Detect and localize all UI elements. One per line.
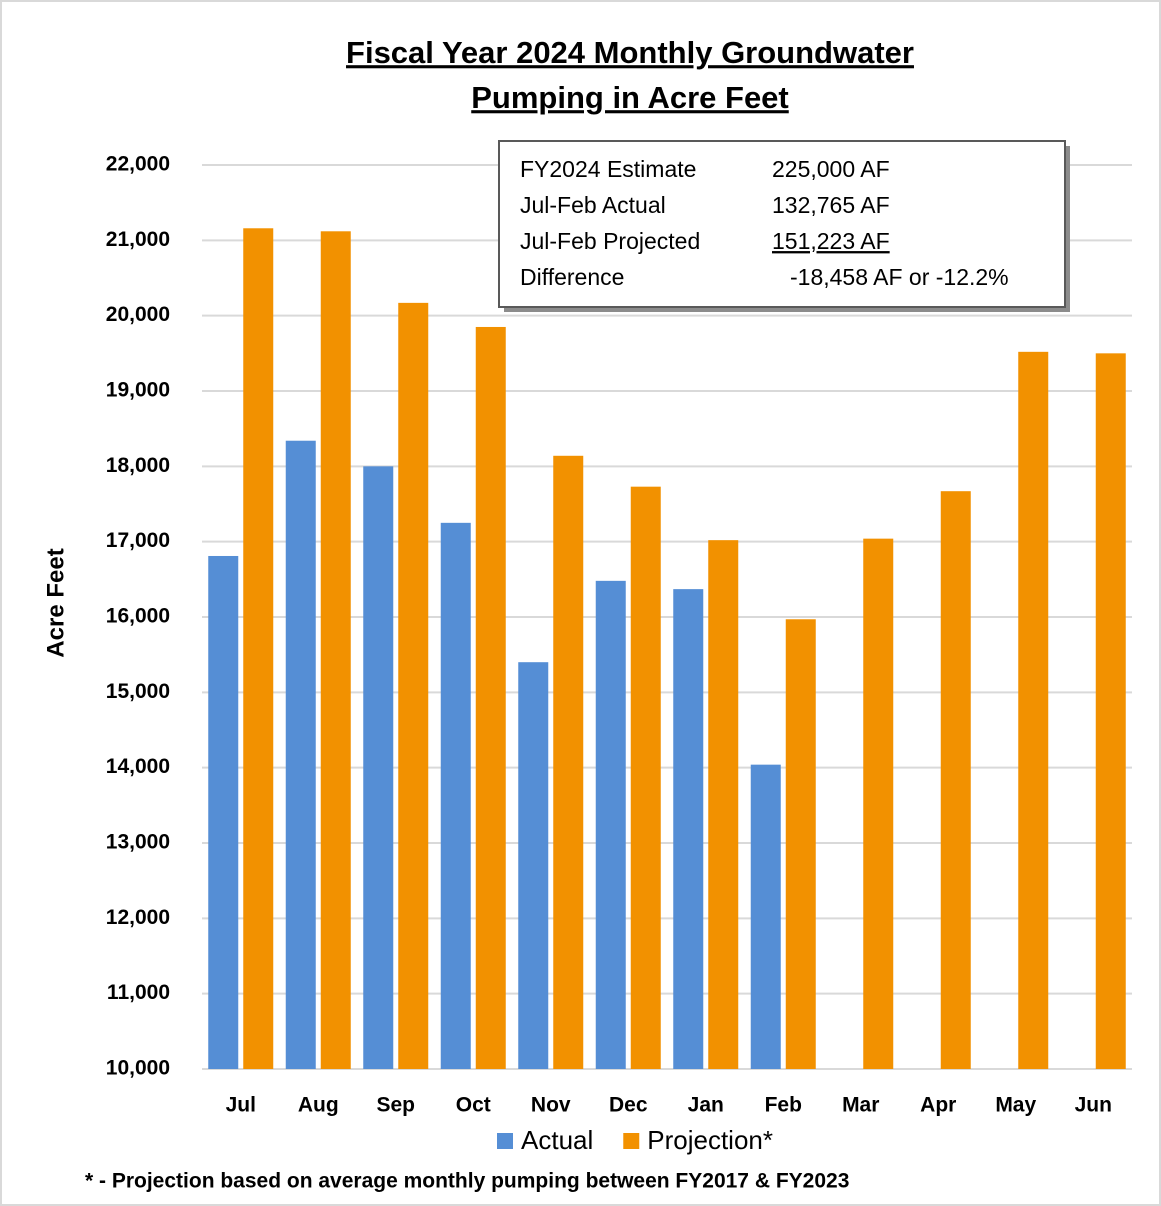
x-tick-label: Dec xyxy=(609,1094,648,1117)
y-axis-label: Acre Feet xyxy=(42,548,69,657)
summary-value: 132,765 AF xyxy=(772,192,890,218)
bar xyxy=(320,231,351,1069)
summary-label: Difference xyxy=(520,264,624,290)
y-tick-label: 13,000 xyxy=(106,831,170,854)
bar xyxy=(673,589,704,1069)
legend-swatch xyxy=(497,1133,513,1149)
bar xyxy=(785,619,816,1069)
x-tick-label: Nov xyxy=(531,1094,571,1117)
bar xyxy=(518,662,549,1069)
bar xyxy=(750,764,781,1069)
bar xyxy=(708,540,739,1069)
x-tick-label: Apr xyxy=(920,1094,956,1117)
y-tick-label: 21,000 xyxy=(106,228,170,251)
y-tick-label: 12,000 xyxy=(106,906,170,929)
footnote: * - Projection based on average monthly … xyxy=(85,1170,849,1193)
x-tick-label: Jun xyxy=(1075,1094,1112,1117)
summary-value: 151,223 AF xyxy=(772,228,890,254)
legend-label: Projection* xyxy=(647,1125,773,1155)
y-tick-label: 10,000 xyxy=(106,1057,170,1080)
summary-label: FY2024 Estimate xyxy=(520,156,696,182)
bar xyxy=(863,538,894,1069)
bar xyxy=(475,326,506,1069)
x-tick-label: Mar xyxy=(842,1094,879,1117)
bar xyxy=(398,302,429,1069)
bar xyxy=(595,580,626,1069)
bar xyxy=(553,455,584,1070)
x-tick-label: Jul xyxy=(226,1094,256,1117)
y-tick-label: 14,000 xyxy=(106,755,170,778)
bar xyxy=(940,491,971,1069)
bar xyxy=(208,555,239,1069)
y-tick-label: 20,000 xyxy=(106,303,170,326)
y-tick-label: 18,000 xyxy=(106,454,170,477)
y-tick-label: 11,000 xyxy=(107,981,170,1004)
bar xyxy=(1095,353,1126,1069)
bar xyxy=(1018,351,1049,1069)
summary-label: Jul-Feb Projected xyxy=(520,228,700,254)
legend-swatch xyxy=(623,1133,640,1149)
x-tick-label: Jan xyxy=(688,1094,724,1117)
x-tick-label: Oct xyxy=(456,1094,491,1117)
chart-title: Fiscal Year 2024 Monthly Groundwater xyxy=(346,35,914,70)
y-tick-label: 17,000 xyxy=(106,529,170,552)
y-tick-label: 16,000 xyxy=(106,605,170,628)
y-tick-label: 15,000 xyxy=(106,680,170,703)
y-tick-label: 22,000 xyxy=(106,153,170,176)
summary-value: 225,000 AF xyxy=(772,156,890,182)
summary-label: Jul-Feb Actual xyxy=(520,192,666,218)
x-tick-label: Feb xyxy=(765,1094,802,1117)
y-tick-label: 19,000 xyxy=(106,379,170,402)
bar xyxy=(285,440,316,1070)
bar xyxy=(440,522,471,1069)
bar xyxy=(363,466,394,1069)
x-tick-label: May xyxy=(995,1094,1036,1117)
legend-label: Actual xyxy=(521,1125,593,1155)
chart-title: Pumping in Acre Feet xyxy=(471,80,789,115)
x-tick-label: Sep xyxy=(376,1094,415,1117)
bar xyxy=(243,228,274,1069)
summary-value: -18,458 AF or -12.2% xyxy=(790,264,1009,290)
x-tick-label: Aug xyxy=(298,1094,339,1117)
bar xyxy=(630,486,661,1069)
summary-box xyxy=(498,140,1066,308)
